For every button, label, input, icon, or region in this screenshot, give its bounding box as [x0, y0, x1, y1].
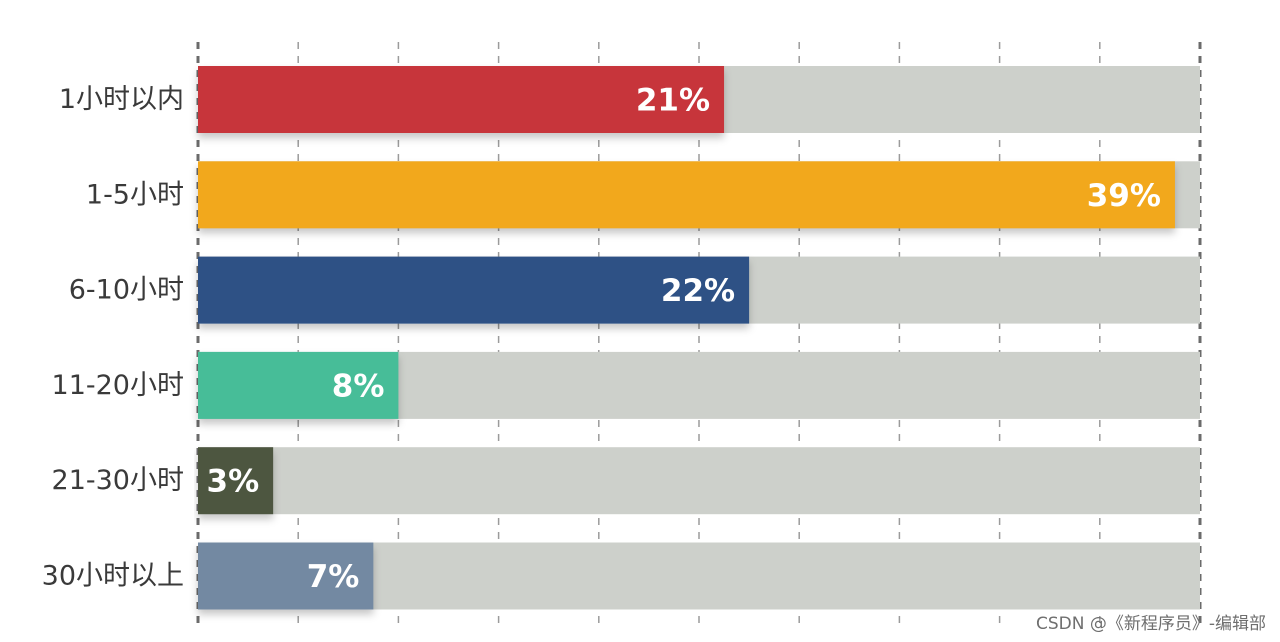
bar	[198, 351, 399, 419]
value-label: 8%	[332, 368, 385, 404]
bar	[198, 161, 1175, 229]
category-label: 21-30小时	[52, 465, 184, 496]
category-label: 11-20小时	[52, 370, 184, 401]
watermark: CSDN @《新程序员》-编辑部	[1035, 614, 1266, 634]
category-labels: 1小时以内 1-5小时 6-10小时 11-20小时 21-30小时 30小时以上	[42, 84, 184, 592]
value-label: 21%	[636, 83, 710, 119]
value-labels: 21% 39% 22% 8% 3% 7%	[207, 83, 1161, 596]
category-label: 1小时以内	[59, 84, 184, 115]
value-label: 39%	[1087, 178, 1161, 214]
category-label: 1-5小时	[86, 179, 184, 210]
value-label: 22%	[661, 273, 735, 309]
value-label: 3%	[207, 464, 260, 500]
bar	[198, 256, 750, 324]
category-label: 6-10小时	[69, 275, 184, 306]
bar	[198, 447, 274, 515]
bars	[198, 66, 1175, 610]
bar	[198, 542, 374, 610]
bar	[198, 66, 725, 133]
category-label: 30小时以上	[42, 561, 184, 592]
bar-track	[198, 447, 1200, 515]
value-label: 7%	[307, 559, 360, 595]
